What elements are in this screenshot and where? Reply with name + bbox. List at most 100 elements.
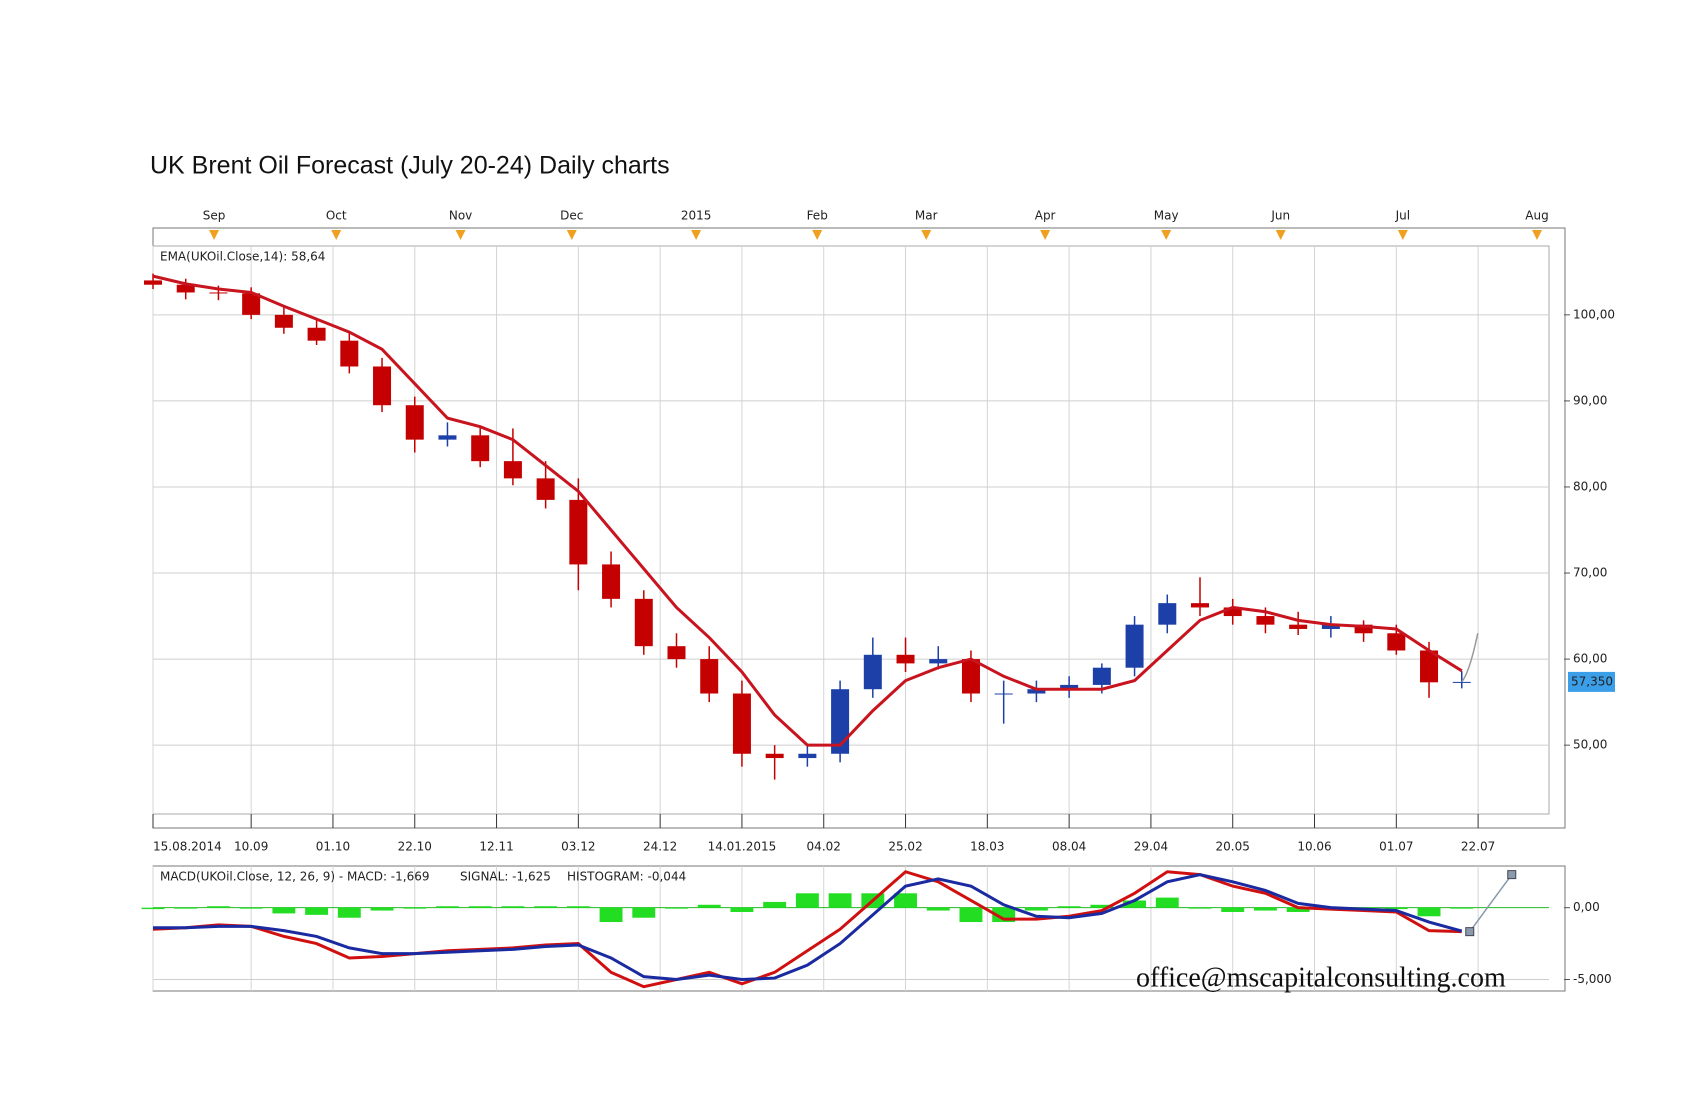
histogram-bar <box>795 893 819 908</box>
x-tick-label: 22.07 <box>1461 840 1495 854</box>
month-tick <box>1397 230 1408 240</box>
x-tick-label: 10.09 <box>234 840 268 854</box>
histogram-bar <box>272 907 296 914</box>
candle-body <box>831 689 850 754</box>
x-tick-label: 14.01.2015 <box>708 840 777 854</box>
y-tick-label: -5,000 <box>1573 972 1612 986</box>
candle-body <box>242 293 261 315</box>
x-tick-label: 22.10 <box>398 840 432 854</box>
forecast-handle <box>1465 927 1475 937</box>
y-tick-label: 80,00 <box>1573 479 1607 493</box>
histogram-bar <box>1253 907 1277 911</box>
x-tick-label: 01.10 <box>316 840 350 854</box>
month-label: Feb <box>807 209 828 223</box>
histogram-bar <box>697 904 721 908</box>
histogram-bar <box>1384 907 1408 910</box>
x-tick-label: 08.04 <box>1052 840 1086 854</box>
candle-body <box>994 693 1013 695</box>
legend-label: EMA(UKOil.Close,14): 58,64 <box>160 250 325 264</box>
y-tick-label: 90,00 <box>1573 393 1607 407</box>
histogram-bar <box>337 907 361 918</box>
candle-body <box>798 753 817 759</box>
macd-line <box>152 870 1462 989</box>
candle-body <box>1223 607 1242 617</box>
histogram-bar <box>1024 907 1048 911</box>
candle-body <box>961 659 980 694</box>
histogram-bar <box>468 906 492 908</box>
histogram-bar <box>1450 907 1474 909</box>
histogram-bar <box>665 907 688 909</box>
month-tick <box>455 230 466 240</box>
candle-body <box>471 435 490 462</box>
histogram-bar <box>534 906 558 908</box>
month-tick <box>921 230 932 240</box>
x-tick-label: 10.06 <box>1297 840 1331 854</box>
candle-body <box>176 284 195 293</box>
histogram-bar <box>239 907 263 909</box>
legend-label: MACD(UKOil.Close, 12, 26, 9) - MACD: -1,… <box>160 870 429 884</box>
month-tick <box>812 230 823 240</box>
candle-body <box>1289 624 1308 629</box>
x-tick-label: 20.05 <box>1216 840 1250 854</box>
y-tick-label: 50,00 <box>1573 738 1607 752</box>
price-tag-label: 57,350 <box>1571 674 1613 688</box>
histogram-bar <box>632 907 656 918</box>
candle-body <box>405 405 424 440</box>
histogram-bar <box>763 901 787 908</box>
month-label: Mar <box>915 209 938 223</box>
month-tick <box>209 230 220 240</box>
histogram-bar <box>1286 907 1310 912</box>
histogram-bar <box>926 907 950 911</box>
histogram-bar <box>1155 897 1179 908</box>
histogram-bar <box>141 907 165 910</box>
candle-body <box>732 693 751 754</box>
candle-body <box>373 366 392 406</box>
histogram-bar <box>894 893 917 908</box>
candle-body <box>1452 681 1471 683</box>
histogram-bar <box>730 907 754 912</box>
candle-body <box>896 654 915 664</box>
month-label: Dec <box>560 209 583 223</box>
month-label: Apr <box>1035 209 1056 223</box>
histogram-bar <box>305 907 329 915</box>
histogram-bar <box>1057 906 1081 908</box>
histogram-bar <box>1417 907 1441 917</box>
histogram-bar <box>436 906 459 908</box>
y-tick-label: 100,00 <box>1573 307 1615 321</box>
histogram-bar <box>501 906 525 908</box>
month-label: Oct <box>326 209 347 223</box>
histogram-bar <box>403 907 427 909</box>
month-tick <box>1275 230 1286 240</box>
forecast-handle <box>1507 870 1517 880</box>
histogram-bar <box>1221 907 1245 912</box>
month-label: 2015 <box>681 209 712 223</box>
histogram-bar <box>566 906 590 908</box>
legend-label: HISTOGRAM: -0,044 <box>567 870 686 884</box>
month-label: Jun <box>1270 209 1290 223</box>
month-tick <box>691 230 702 240</box>
month-label: Sep <box>203 209 226 223</box>
candle-body <box>634 598 653 647</box>
histogram-bar <box>828 893 852 908</box>
candle-body <box>765 753 784 759</box>
ema-line <box>152 274 1463 747</box>
month-label: Aug <box>1525 209 1548 223</box>
x-tick-label: 29.04 <box>1134 840 1168 854</box>
month-tick <box>1161 230 1172 240</box>
candle-body <box>1125 624 1144 668</box>
histogram-bar <box>1188 907 1212 909</box>
price-tag <box>1568 671 1615 692</box>
x-tick-label: 25.02 <box>888 840 922 854</box>
month-tick <box>1040 230 1051 240</box>
candle-body <box>1321 624 1340 629</box>
month-label: May <box>1154 209 1179 223</box>
x-tick-label: 12.11 <box>479 840 513 854</box>
candle-body <box>274 314 293 328</box>
candle-body <box>503 461 522 479</box>
candle-body <box>602 564 621 599</box>
histogram-bar <box>1123 900 1147 908</box>
month-tick <box>1532 230 1543 240</box>
candle-body <box>1060 684 1079 690</box>
x-tick-label: 04.02 <box>807 840 841 854</box>
